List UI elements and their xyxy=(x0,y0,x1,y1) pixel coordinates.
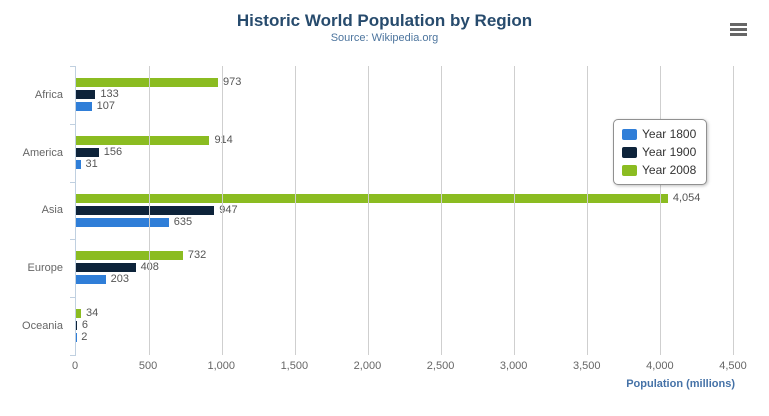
category-label: America xyxy=(22,146,63,159)
bar-year-1900[interactable] xyxy=(76,90,96,99)
x-tick-label: 4,500 xyxy=(719,360,747,372)
data-label: 2 xyxy=(81,331,88,344)
bar-rows: 973133107914156314,054947635732408203346… xyxy=(76,66,733,355)
y-axis-tick xyxy=(70,297,76,298)
bar-line: 947 xyxy=(76,203,733,216)
legend-item-year-1800[interactable]: Year 1800 xyxy=(622,125,696,143)
data-label: 732 xyxy=(187,249,207,262)
bar-year-2008[interactable] xyxy=(76,193,668,203)
x-axis-title: Population (millions) xyxy=(626,378,735,390)
x-tick-label: 3,500 xyxy=(573,360,601,372)
x-tick-label: 0 xyxy=(71,360,79,372)
bar-year-2008[interactable] xyxy=(76,251,183,261)
category-row: 914 156 31 xyxy=(76,124,733,182)
legend-label: Year 1900 xyxy=(642,145,697,159)
y-axis-tick xyxy=(70,239,76,240)
category-row: 732408203 xyxy=(76,239,733,297)
x-tick-label: 2,500 xyxy=(426,360,455,372)
data-label: 6 xyxy=(81,319,88,332)
x-tick-label: 3,000 xyxy=(499,360,528,372)
data-label: 203 xyxy=(110,273,129,286)
legend-swatch-icon xyxy=(622,146,637,158)
x-tick-label: 1,000 xyxy=(207,360,235,372)
gridline xyxy=(514,66,515,355)
bar-line: 732 xyxy=(76,249,733,262)
bar-line: 107 xyxy=(76,100,733,112)
x-tick-label: 1,500 xyxy=(280,360,309,372)
data-label: 635 xyxy=(173,215,193,228)
data-label: 34 xyxy=(85,307,99,320)
hamburger-menu-icon xyxy=(729,22,747,36)
legend-label: Year 1800 xyxy=(642,127,697,141)
data-label: 133 xyxy=(100,88,119,100)
bar-line: 156 xyxy=(76,145,733,158)
bar-year-1900[interactable] xyxy=(76,205,215,215)
bar-line: 408 xyxy=(76,262,733,273)
legend-item-year-1900[interactable]: Year 1900 xyxy=(622,143,696,161)
x-tick-label: 500 xyxy=(138,360,158,372)
legend-swatch-icon xyxy=(622,164,637,176)
bar-year-1800[interactable] xyxy=(76,275,106,285)
gridline xyxy=(221,66,223,355)
legend-label: Year 2008 xyxy=(642,163,697,177)
gridline xyxy=(367,66,369,355)
bar-line: 4,054 xyxy=(76,191,733,204)
legend: Year 1800 Year 1900 Year 2008 xyxy=(613,119,708,185)
bar-year-1800[interactable] xyxy=(76,217,169,227)
bar-line: 2 xyxy=(76,331,733,344)
bar-year-1900[interactable] xyxy=(76,263,136,273)
data-label: 4,054 xyxy=(672,191,701,204)
bar-line: 34 xyxy=(76,307,733,320)
category-label: Europe xyxy=(27,262,63,275)
category-row: 34 6 2 xyxy=(76,297,733,355)
bar-line: 973 xyxy=(76,76,733,88)
bar-year-2008[interactable] xyxy=(76,78,219,87)
y-axis-tick xyxy=(70,66,76,67)
plot-area: 973133107914156314,054947635732408203346… xyxy=(70,66,734,356)
category-label: Africa xyxy=(34,88,63,101)
bar-year-1800[interactable] xyxy=(76,159,81,169)
y-axis-labels: Africa America Asia Europe Oceania xyxy=(0,66,70,355)
gridline xyxy=(441,66,442,355)
data-label: 107 xyxy=(96,100,115,112)
bar-year-1800[interactable] xyxy=(76,102,92,111)
data-label: 973 xyxy=(223,76,242,88)
bar-line: 203 xyxy=(76,273,733,286)
export-menu-button[interactable] xyxy=(726,19,750,39)
category-row: 973 133 107 xyxy=(76,66,733,124)
y-axis-tick xyxy=(70,355,76,356)
gridline xyxy=(295,66,296,355)
chart-subtitle: Source: Wikipedia.org xyxy=(330,32,439,44)
y-axis-tick xyxy=(70,182,76,183)
x-axis-labels: 0 500 1,000 1,500 2,000 2,500 3,000 3,500 4,000 4… xyxy=(71,360,747,374)
gridline xyxy=(733,66,734,355)
bar-year-2008[interactable] xyxy=(76,135,210,145)
data-label: 156 xyxy=(103,145,123,158)
category-label: Asia xyxy=(41,204,63,217)
chart-title: Historic World Population by Region xyxy=(236,11,533,30)
bar-line: 6 xyxy=(76,319,733,332)
legend-swatch-icon xyxy=(622,128,637,140)
bar-line: 635 xyxy=(76,215,733,228)
data-label: 914 xyxy=(214,133,233,146)
gridline xyxy=(659,66,661,355)
x-tick-label: 4,000 xyxy=(646,360,674,372)
x-tick-label: 2,000 xyxy=(353,360,382,372)
bar-line: 133 xyxy=(76,88,733,100)
data-label: 947 xyxy=(219,203,238,216)
bar-year-2008[interactable] xyxy=(76,309,81,319)
legend-item-year-2008[interactable]: Year 2008 xyxy=(622,161,696,179)
y-axis-tick xyxy=(70,124,76,125)
bar-year-1900[interactable] xyxy=(76,321,77,331)
gridline xyxy=(148,66,150,355)
gridline xyxy=(587,66,588,355)
category-row: 4,054 947 635 xyxy=(76,182,733,240)
bar-line: 31 xyxy=(76,157,733,170)
category-label: Oceania xyxy=(22,320,63,333)
data-label: 31 xyxy=(85,157,98,170)
bar-line: 914 xyxy=(76,133,733,146)
bar-year-1900[interactable] xyxy=(76,147,99,157)
